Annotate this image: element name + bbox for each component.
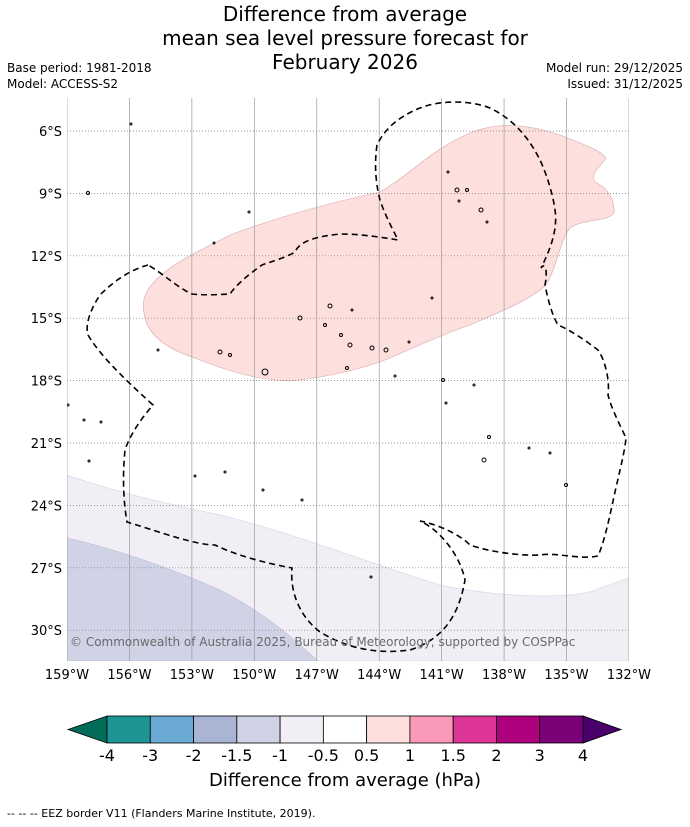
longitude-label: 132°W — [607, 668, 651, 683]
colorbar-swatch — [106, 715, 151, 744]
title-line-3: February 2026 — [272, 50, 418, 74]
colorbar-swatch — [366, 715, 411, 744]
longitude-labels: 159°W 156°W 153°W 150°W 147°W 144°W 141°W 138°W… — [45, 668, 651, 683]
longitude-label: 153°W — [170, 668, 214, 683]
longitude-label: 147°W — [295, 668, 339, 683]
colorbar-tick-label: 1 — [405, 746, 415, 765]
colorbar-over-arrow — [582, 715, 623, 744]
latitude-label: 27°S — [31, 562, 62, 577]
colorbar-swatch — [193, 715, 238, 744]
colorbar-swatch — [236, 715, 281, 744]
issued-date: Issued: 31/12/2025 — [567, 77, 683, 91]
colorbar-tick-label: -2 — [186, 746, 202, 765]
colorbar-swatch — [279, 715, 324, 744]
islands — [67, 122, 568, 579]
colorbar-swatch — [149, 715, 194, 744]
eez-legend: -- -- -- EEZ border V11 (Flanders Marine… — [7, 807, 316, 820]
latitude-label: 30°S — [31, 624, 62, 639]
colorbar-tick-label: -1.5 — [221, 746, 252, 765]
model-run: Model run: 29/12/2025 — [545, 61, 683, 75]
longitude-label: 150°W — [232, 668, 276, 683]
colorbar-tick-label: 2 — [491, 746, 501, 765]
colorbar-label: Difference from average (hPa) — [208, 770, 482, 791]
anomaly-region-plus-0-5 — [143, 125, 615, 382]
colorbar-tick-label: -3 — [142, 746, 158, 765]
latitude-label: 21°S — [31, 437, 62, 452]
latitude-labels: 6°S 9°S 12°S 15°S 18°S 21°S 24°S 27°S 30°S — [31, 125, 62, 639]
latitude-label: 18°S — [31, 375, 62, 390]
longitude-label: 159°W — [45, 668, 89, 683]
colorbar-swatch — [452, 715, 497, 744]
title-line-1: Difference from average — [222, 2, 468, 26]
latitude-label: 6°S — [39, 125, 62, 140]
base-period: Base period: 1981-2018 — [7, 61, 152, 75]
latitude-label: 12°S — [31, 250, 62, 265]
colorbar-tick-label: 3 — [535, 746, 545, 765]
colorbar-tick-label: -1 — [272, 746, 288, 765]
colorbar-tick-label: 4 — [578, 746, 588, 765]
longitude-label: 141°W — [420, 668, 464, 683]
longitude-label: 135°W — [544, 668, 588, 683]
copyright-notice: © Commonwealth of Australia 2025, Bureau… — [70, 635, 575, 649]
colorbar-tick-label: 0.5 — [354, 746, 379, 765]
eez-border — [86, 101, 627, 653]
grid-lines — [67, 98, 629, 661]
colorbar-tick-label: -4 — [99, 746, 115, 765]
map-area: © Commonwealth of Australia 2025, Bureau… — [67, 98, 629, 661]
colorbar-swatch — [322, 715, 368, 744]
title-line-2: mean sea level pressure forecast for — [162, 26, 528, 50]
latitude-label: 9°S — [39, 187, 62, 202]
map-title: Difference from average mean sea level p… — [0, 2, 690, 74]
colorbar: -4 -3 -2 -1.5 -1 -0.5 0.5 1 1.5 2 3 4 — [66, 715, 623, 765]
model-name: Model: ACCESS-S2 — [7, 77, 119, 91]
longitude-label: 138°W — [482, 668, 526, 683]
colorbar-swatch — [409, 715, 454, 744]
meta-right: Model run: 29/12/2025 Issued: 31/12/2025 — [546, 60, 683, 92]
longitude-label: 144°W — [357, 668, 401, 683]
colorbar-under-arrow — [66, 715, 108, 744]
latitude-label: 15°S — [31, 312, 62, 327]
longitude-label: 156°W — [107, 668, 151, 683]
colorbar-swatch — [496, 715, 541, 744]
colorbar-swatch — [539, 715, 584, 744]
colorbar-tick-label: -0.5 — [308, 746, 339, 765]
meta-left: Base period: 1981-2018 Model: ACCESS-S2 — [7, 60, 152, 92]
colorbar-tick-label: 1.5 — [440, 746, 465, 765]
latitude-label: 24°S — [31, 499, 62, 514]
